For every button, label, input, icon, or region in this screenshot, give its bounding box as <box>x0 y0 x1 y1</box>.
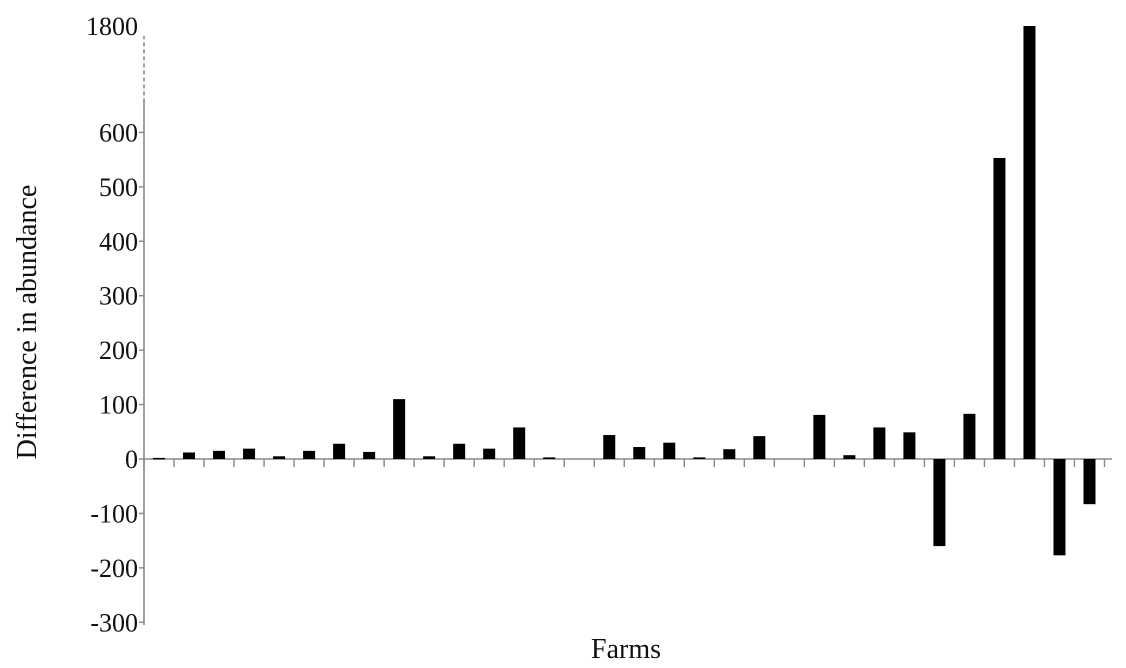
bar <box>423 456 436 459</box>
bar <box>393 399 406 459</box>
bar <box>753 436 766 459</box>
y-axis-title: Difference in abundance <box>12 185 43 460</box>
y-tick-label: 500 <box>99 173 138 202</box>
bar <box>333 443 346 459</box>
bar <box>243 448 256 459</box>
bar <box>963 413 976 459</box>
y-tick-label: 300 <box>99 282 138 311</box>
bar <box>693 457 706 459</box>
bar <box>453 443 466 459</box>
bar <box>813 414 826 459</box>
bar <box>993 158 1006 459</box>
bar <box>933 459 946 547</box>
bar <box>873 427 886 459</box>
y-axis: -300 -200 -100 0 100 200 300 400 500 600 1800 <box>86 12 145 637</box>
y-tick-label: -300 <box>90 608 138 637</box>
bar <box>903 432 916 459</box>
bar <box>723 449 736 459</box>
y-tick-label: 1800 <box>86 12 138 41</box>
bar <box>363 451 376 459</box>
bar <box>183 452 196 459</box>
bars <box>153 26 1096 556</box>
bar <box>1023 26 1036 459</box>
bar <box>213 450 226 459</box>
bar <box>603 435 616 459</box>
bar <box>483 448 496 459</box>
bar <box>663 442 676 459</box>
bar <box>543 457 556 459</box>
bar <box>303 450 316 459</box>
bar <box>843 455 856 459</box>
y-tick-label: 100 <box>99 391 138 420</box>
y-tick-label: 0 <box>125 445 138 474</box>
y-tick-label: 400 <box>99 227 138 256</box>
x-axis-title: Farms <box>591 634 661 665</box>
bar <box>513 427 526 459</box>
x-axis <box>143 458 1112 467</box>
y-tick-label: -200 <box>90 554 138 583</box>
bar <box>273 456 286 459</box>
bar <box>1053 459 1066 556</box>
bar <box>1083 459 1096 505</box>
bar <box>153 457 166 460</box>
y-tick-label: 200 <box>99 336 138 365</box>
bar <box>633 447 646 459</box>
y-tick-label: 600 <box>99 118 138 147</box>
y-tick-label: -100 <box>90 499 138 528</box>
